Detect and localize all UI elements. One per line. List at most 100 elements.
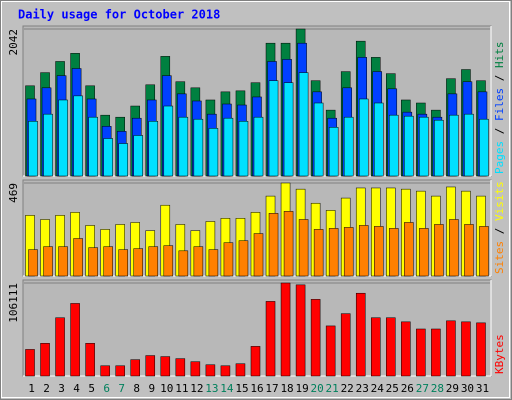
- bar: [265, 301, 276, 377]
- bar: [449, 219, 459, 277]
- bar: [298, 72, 309, 177]
- bar: [253, 116, 264, 177]
- bar: [208, 128, 219, 177]
- bar: [193, 246, 204, 277]
- bar: [343, 227, 354, 277]
- bar: [328, 127, 339, 177]
- bar: [434, 224, 444, 277]
- bar: [238, 240, 249, 277]
- y-tick-label: 106111: [7, 283, 20, 323]
- bar: [223, 242, 234, 277]
- y-tick-label: 2042: [7, 29, 20, 56]
- x-tick-label: 6: [103, 382, 110, 395]
- bar: [310, 299, 321, 377]
- bar: [73, 238, 83, 277]
- bar: [205, 364, 216, 377]
- x-tick-label: 13: [205, 382, 218, 395]
- x-tick-label: 11: [175, 382, 188, 395]
- bar: [223, 117, 234, 177]
- bar: [175, 358, 186, 377]
- x-tick-label: 28: [431, 382, 444, 395]
- bar: [250, 346, 261, 377]
- x-tick-label: 7: [118, 382, 125, 395]
- bar: [70, 303, 80, 377]
- x-tick-label: 30: [461, 382, 474, 395]
- x-tick-label: 22: [341, 382, 354, 395]
- bar: [446, 320, 456, 377]
- x-tick-label: 15: [235, 382, 248, 395]
- bar: [88, 116, 98, 177]
- bar: [103, 246, 113, 277]
- x-tick-label: 2: [43, 382, 50, 395]
- x-tick-label: 21: [326, 382, 339, 395]
- x-tick-label: 18: [280, 382, 293, 395]
- bar: [118, 249, 128, 277]
- bar: [178, 116, 189, 177]
- bar: [208, 249, 219, 277]
- x-tick-label: 20: [311, 382, 324, 395]
- legend-entry: Hits: [493, 42, 506, 69]
- legend-entry: Sites: [493, 241, 506, 274]
- bar: [389, 114, 399, 177]
- legend-entry: Files: [493, 88, 506, 121]
- legend-separator: /: [493, 221, 506, 241]
- x-tick-label: 8: [133, 382, 140, 395]
- bar: [328, 228, 339, 277]
- bar: [416, 328, 426, 377]
- bar: [449, 114, 459, 177]
- bar: [100, 365, 110, 377]
- bar: [148, 246, 159, 277]
- x-tick-label: 25: [386, 382, 399, 395]
- x-tick-label: 9: [148, 382, 155, 395]
- bar: [58, 99, 68, 177]
- bar: [464, 224, 474, 277]
- bar: [343, 116, 354, 177]
- bar: [253, 233, 264, 277]
- x-tick-label: 24: [371, 382, 385, 395]
- x-tick-label: 3: [58, 382, 65, 395]
- bar: [40, 343, 50, 377]
- bar: [431, 328, 441, 377]
- x-tick-label: 26: [401, 382, 414, 395]
- bar: [58, 246, 68, 277]
- x-tick-label: 4: [73, 382, 80, 395]
- bar: [268, 213, 279, 277]
- bar: [404, 115, 414, 177]
- bar: [283, 82, 294, 177]
- bar: [193, 118, 204, 177]
- bar: [358, 225, 369, 277]
- x-tick-label: 29: [446, 382, 459, 395]
- bar: [235, 363, 246, 377]
- bar: [28, 249, 38, 277]
- bar: [190, 361, 201, 377]
- bar: [355, 292, 366, 377]
- bar: [85, 343, 95, 377]
- legend: Pages / Files / Hits: [493, 42, 506, 175]
- bar: [43, 246, 53, 277]
- bar: [220, 365, 231, 377]
- bar: [419, 116, 429, 177]
- x-tick-label: 19: [295, 382, 308, 395]
- bar: [401, 321, 411, 377]
- bar: [160, 356, 171, 377]
- legend-separator: /: [493, 68, 506, 88]
- bar: [479, 118, 489, 177]
- bar: [434, 119, 444, 177]
- bar: [325, 325, 336, 377]
- bar: [148, 121, 159, 177]
- x-tick-label: 14: [220, 382, 234, 395]
- bar: [268, 80, 279, 177]
- legend-entry: Pages: [493, 141, 506, 174]
- bar: [283, 211, 294, 277]
- bar: [313, 229, 324, 277]
- bar: [163, 105, 174, 177]
- bar: [295, 284, 306, 377]
- bar: [389, 228, 399, 277]
- x-tick-label: 23: [356, 382, 369, 395]
- bar: [476, 322, 486, 377]
- bar: [28, 121, 38, 177]
- legend: Sites / Visits: [493, 181, 506, 274]
- bar: [133, 248, 144, 277]
- bar: [73, 95, 83, 177]
- x-tick-label: 17: [265, 382, 278, 395]
